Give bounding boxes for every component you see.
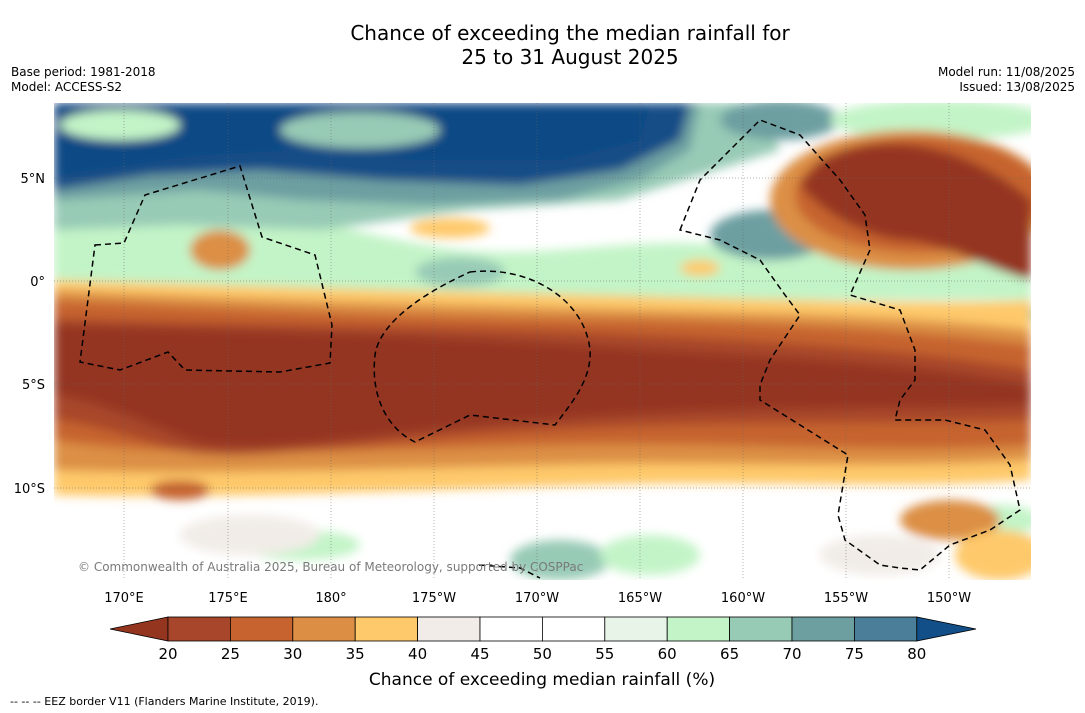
meta-right: Model run: 11/08/2025 Issued: 13/08/2025	[938, 65, 1075, 95]
eez-legend-note: -- -- -- EEZ border V11 (Flanders Marine…	[10, 695, 319, 708]
colorbar-tick-label: 80	[907, 645, 926, 663]
colorbar-segment	[354, 616, 419, 642]
colorbar-segment	[729, 616, 793, 642]
colorbar-tick-label: 65	[720, 645, 739, 663]
eez-borders	[79, 119, 1021, 579]
colorbar-tick-label: 20	[158, 645, 177, 663]
colorbar-tick-label: 45	[470, 645, 489, 663]
colorbar-tick-label: 50	[533, 645, 552, 663]
lon-label: 170°W	[515, 591, 559, 606]
colorbar-segment	[604, 616, 668, 642]
colorbar-over-arrow	[916, 616, 977, 642]
lat-label: 0°	[30, 275, 45, 290]
lat-labels: 5°N 0° 5°S 10°S	[14, 172, 45, 497]
model-text: Model: ACCESS-S2	[11, 80, 123, 94]
colorbar-segment	[479, 616, 543, 642]
lon-label: 175°W	[412, 591, 456, 606]
colorbar-segment	[791, 616, 855, 642]
lon-label: 160°W	[721, 591, 765, 606]
map-watermark: © Commonwealth of Australia 2025, Bureau…	[78, 560, 583, 574]
colorbar-tick-label: 75	[845, 645, 864, 663]
colorbar-label: Chance of exceeding median rainfall (%)	[369, 670, 715, 690]
colorbar-segment	[666, 616, 731, 642]
title-line-1: Chance of exceeding the median rainfall …	[350, 21, 790, 45]
meta-left: Base period: 1981-2018 Model: ACCESS-S2	[11, 65, 156, 95]
colorbar-tick-label: 40	[408, 645, 427, 663]
colorbar-tick-label: 55	[595, 645, 614, 663]
lon-label: 150°W	[927, 591, 971, 606]
colorbar: 20 25 30 35 40 45 50 55 60 65 70 75 80	[109, 616, 977, 663]
colorbar-segment	[167, 616, 231, 642]
issued-text: Issued: 13/08/2025	[959, 80, 1075, 94]
lon-label: 180°	[315, 591, 346, 606]
colorbar-tick-label: 70	[782, 645, 801, 663]
colorbar-under-arrow	[109, 616, 169, 642]
colorbar-segment	[292, 616, 356, 642]
title-line-2: 25 to 31 August 2025	[461, 45, 679, 69]
lon-label: 165°W	[618, 591, 662, 606]
chart-title: Chance of exceeding the median rainfall …	[0, 21, 1085, 69]
rainfall-map: © Commonwealth of Australia 2025, Bureau…	[14, 103, 1031, 690]
lat-label: 5°S	[22, 378, 45, 393]
gridlines	[54, 103, 1031, 580]
lon-labels: 170°E 175°E 180° 175°W 170°W 165°W 160°W…	[104, 591, 971, 606]
colorbar-segment	[542, 616, 606, 642]
colorbar-segment	[417, 616, 481, 642]
model-run-text: Model run: 11/08/2025	[937, 65, 1075, 79]
colorbar-tick-label: 60	[658, 645, 677, 663]
lon-label: 170°E	[104, 591, 144, 606]
colorbar-tick-label: 25	[221, 645, 240, 663]
colorbar-tick-label: 35	[346, 645, 365, 663]
colorbar-segment	[854, 616, 918, 642]
lat-label: 10°S	[14, 482, 45, 497]
colorbar-segment	[229, 616, 294, 642]
lat-label: 5°N	[21, 172, 46, 187]
base-period-text: Base period: 1981-2018	[11, 65, 156, 79]
lon-label: 155°W	[824, 591, 868, 606]
map-field	[54, 103, 1031, 580]
lon-label: 175°E	[208, 591, 248, 606]
colorbar-tick-label: 30	[283, 645, 302, 663]
